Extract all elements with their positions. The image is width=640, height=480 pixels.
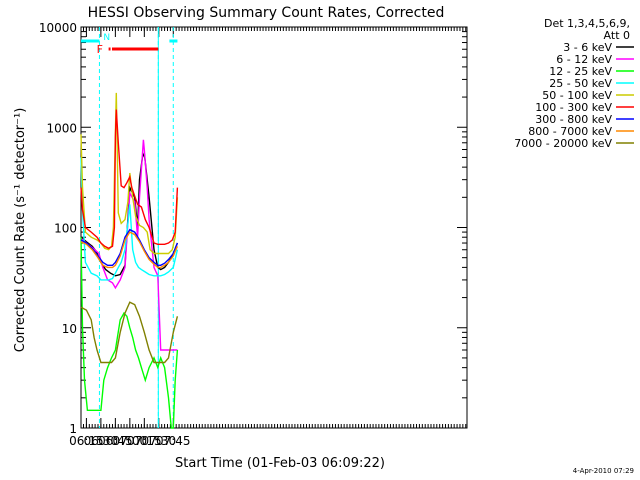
legend-entry-label: 12 - 25 keV: [549, 65, 612, 78]
y-tick-label: 1: [69, 422, 77, 436]
x-axis-label: Start Time (01-Feb-03 06:09:22): [175, 456, 385, 471]
legend-header: Det 1,3,4,5,6,9,: [544, 17, 630, 30]
x-tick-label: 06:30: [84, 434, 119, 448]
y-tick-label: 100: [54, 222, 77, 236]
legend-header: Att 0: [604, 29, 630, 42]
x-tick-label: 07:45: [156, 434, 191, 448]
legend-entry-label: 6 - 12 keV: [556, 53, 612, 66]
plot-area: 1 10 100 1000 10000 06:1506:3006:4507:0007:15…: [39, 21, 468, 448]
legend-entry-label: 3 - 6 keV: [563, 41, 612, 54]
legend-entry-label: 50 - 100 keV: [542, 89, 612, 102]
x-tick-label: 06:15: [69, 434, 104, 448]
night-label: N: [103, 33, 110, 43]
legend-entry-label: 100 - 300 keV: [535, 101, 612, 114]
x-tick-label: 06:45: [98, 434, 133, 448]
series-line: [80, 237, 179, 429]
series-line: [80, 301, 179, 364]
plot-frame: [80, 26, 468, 429]
legend-entry-label: 7000 - 20000 keV: [514, 137, 612, 150]
legend-entry-label: 25 - 50 keV: [549, 77, 612, 90]
series-line: [80, 109, 179, 250]
y-tick-label: 10000: [39, 21, 77, 35]
x-tick-label: 07:00: [113, 434, 148, 448]
x-tick-label: 07:30: [142, 434, 177, 448]
y-tick-label: 10: [62, 322, 77, 336]
generation-timestamp: 4-Apr-2010 07:29: [573, 467, 634, 475]
y-axis-label: Corrected Count Rate (s⁻¹ detector⁻¹): [13, 108, 28, 353]
chart-title: HESSI Observing Summary Count Rates, Cor…: [88, 5, 445, 21]
legend-entry-label: 800 - 7000 keV: [528, 125, 612, 138]
legend-entry-label: 300 - 800 keV: [535, 113, 612, 126]
series-line: [80, 231, 179, 269]
series-line: [80, 157, 179, 281]
series-line: [80, 228, 179, 266]
x-tick-label: 07:15: [127, 434, 162, 448]
flare-label: F: [97, 43, 103, 56]
y-tick-label: 1000: [46, 121, 77, 135]
